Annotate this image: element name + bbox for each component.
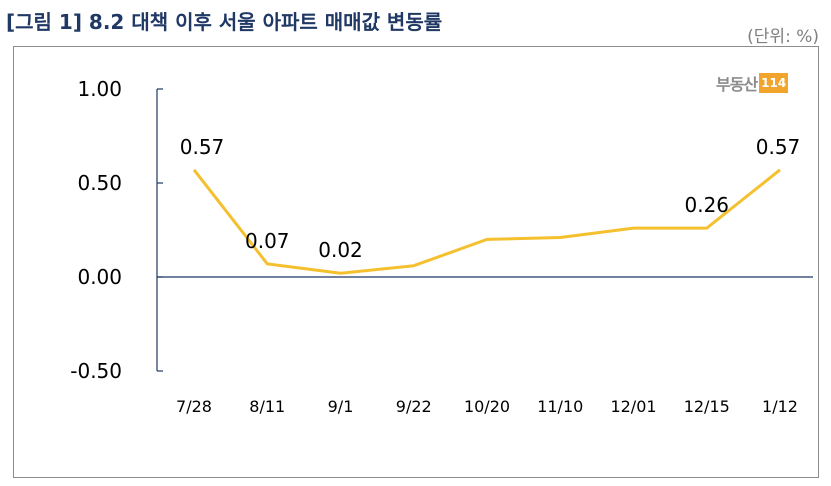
x-tick-label: 7/28	[176, 397, 212, 416]
x-tick-label: 12/15	[684, 397, 730, 416]
x-tick-label: 8/11	[249, 397, 285, 416]
x-tick-label: 9/1	[328, 397, 354, 416]
logo-badge: 114	[759, 73, 789, 93]
data-label: 0.07	[245, 229, 290, 253]
y-ticks: 1.00 0.50 0.00 -0.50	[70, 77, 163, 383]
series	[192, 168, 781, 275]
x-tick-label: 12/01	[610, 397, 656, 416]
y-tick-label: -0.50	[70, 359, 122, 383]
x-tick-label: 10/20	[464, 397, 510, 416]
logo: 부동산 114	[716, 72, 789, 94]
chart-title: [그림 1] 8.2 대책 이후 서울 아파트 매매값 변동률	[6, 10, 443, 34]
data-label: 0.57	[756, 135, 801, 159]
y-tick-label: 0.50	[77, 171, 122, 195]
unit-label: (단위: %)	[747, 27, 819, 47]
logo-text: 부동산	[716, 75, 758, 94]
data-label: 0.57	[180, 135, 225, 159]
data-label: 0.02	[318, 238, 363, 262]
y-tick-label: 0.00	[77, 265, 122, 289]
x-tick-label: 1/12	[762, 397, 798, 416]
x-tick-label: 9/22	[396, 397, 432, 416]
y-tick-label: 1.00	[77, 77, 122, 101]
x-categories: 7/28 8/11 9/1 9/22 10/20 11/10 12/01 12/15 1/12	[176, 397, 798, 416]
x-tick-label: 11/10	[537, 397, 583, 416]
axes	[156, 89, 813, 371]
chart-frame	[13, 46, 819, 478]
data-labels: 0.57 0.07 0.02 0.26 0.57	[180, 135, 801, 262]
series-line	[192, 168, 781, 275]
data-label: 0.26	[684, 193, 729, 217]
